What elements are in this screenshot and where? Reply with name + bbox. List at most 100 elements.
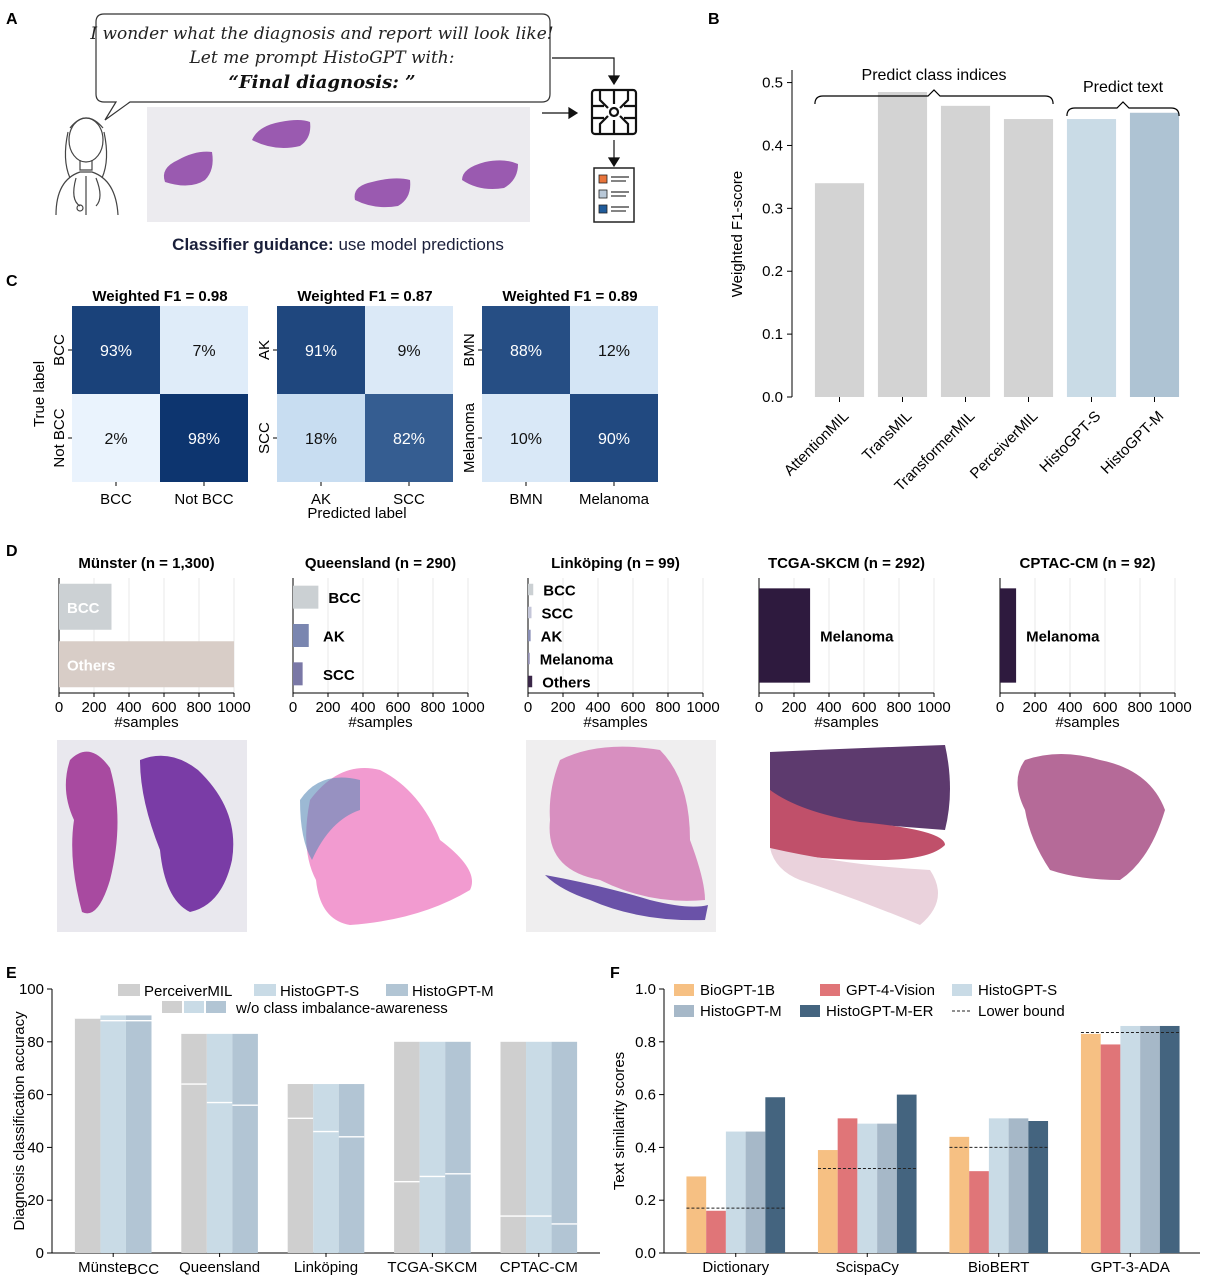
bar-histogpt-m	[1140, 1025, 1160, 1253]
heatmap-value: 82%	[393, 431, 425, 448]
heatmap-col-label: BMN	[509, 491, 542, 508]
panel-b-letter: B	[708, 11, 720, 28]
tissue-pieces	[163, 120, 518, 208]
panel-e-letter: E	[6, 965, 17, 982]
x-axis-label: #samples	[348, 714, 412, 731]
y-tick-label: 0.4	[762, 137, 783, 154]
y-tick-label: 0.4	[635, 1139, 656, 1156]
y-tick-label: 0.8	[635, 1034, 656, 1051]
report-icon	[593, 167, 635, 223]
y-axis-label: Diagnosis classification accuracy	[11, 1011, 28, 1231]
bar-melanoma	[1000, 588, 1017, 683]
heatmap-title-2: Weighted F1 = 0.89	[502, 288, 637, 305]
heatmap-cell	[570, 394, 658, 482]
y-tick-label: 20	[27, 1192, 44, 1209]
x-tick-label: BioBERT	[968, 1259, 1029, 1276]
heatmap-cell	[160, 306, 248, 394]
x-axis-label: #samples	[814, 714, 878, 731]
heatmap-cell	[72, 394, 160, 482]
heatmap-cell	[365, 394, 453, 482]
x-tick-label: 200	[81, 699, 106, 716]
legend-swatch	[952, 984, 972, 996]
legend-label-histogpt-m: HistoGPT-M	[700, 1003, 782, 1020]
legend-swatch-imbalance	[162, 1001, 182, 1013]
heatmap-col-label: BCC	[100, 491, 132, 508]
bar-perceivermil	[181, 1033, 207, 1253]
heatmap-col-label: Melanoma	[579, 491, 650, 508]
y-tick-label: 0.1	[762, 326, 783, 343]
bar-label: Others	[542, 675, 590, 692]
subchart-title-3: TCGA-SKCM (n = 292)	[768, 555, 925, 572]
bar-histogpt-m	[338, 1084, 365, 1253]
legend-label-histogpt-s: HistoGPT-S	[978, 982, 1057, 999]
heatmap-cell	[160, 394, 248, 482]
legend-swatch	[800, 1005, 820, 1017]
x-tick-label: 1000	[451, 699, 484, 716]
heatmap-row-label: Melanoma	[461, 402, 478, 473]
bar-bcc	[59, 583, 112, 630]
bar-label: SCC	[323, 667, 355, 684]
bar-histogpt-m	[232, 1033, 258, 1253]
bar-gpt-4-vision	[837, 1118, 858, 1253]
bar-histogpt-m	[445, 1041, 471, 1253]
x-tick-label: 0	[996, 699, 1004, 716]
heatmap-value: 93%	[100, 343, 132, 360]
heatmap-value: 88%	[510, 343, 542, 360]
bar-melanoma	[759, 588, 811, 683]
heatmap-cell	[482, 394, 570, 482]
bar-histogpt-s	[206, 1033, 233, 1253]
tissue-thumbnails	[57, 740, 1187, 932]
y-tick-label: 0.6	[635, 1087, 656, 1104]
panel-a-caption: Classifier guidance: use model predictio…	[172, 235, 504, 254]
legend-label-gpt-4-vision: GPT-4-Vision	[846, 982, 935, 999]
y-axis-label: Text similarity scores	[611, 1052, 628, 1190]
bar-histogpt-m	[551, 1041, 578, 1253]
x-tick-label: 600	[620, 699, 645, 716]
bar-histogpt-m	[877, 1123, 897, 1253]
bar-label: Melanoma	[820, 629, 894, 646]
bar-histogpt-m	[745, 1131, 766, 1253]
x-tick-label: 200	[781, 699, 806, 716]
speech-line-2: Let me prompt HistoGPT with:	[189, 48, 455, 68]
x-tick-label: 600	[151, 699, 176, 716]
bar-transmil	[877, 92, 928, 397]
x-tick-label: 1000	[917, 699, 950, 716]
bar-transformermil	[940, 105, 991, 397]
heatmap-value: 2%	[104, 431, 127, 448]
bracket-class-indices	[814, 89, 1054, 105]
heatmap-cell	[482, 306, 570, 394]
heatmap-col-label: SCC	[393, 491, 425, 508]
legend-label-lower-bound: Lower bound	[978, 1003, 1065, 1020]
bar-label: AK	[541, 629, 563, 646]
legend-swatch	[254, 984, 276, 996]
y-axis-label: Weighted F1-score	[729, 171, 746, 297]
x-tick-label: 400	[585, 699, 610, 716]
bar-label: BCC	[543, 583, 576, 600]
y-tick-label: 0	[36, 1245, 44, 1262]
panel-d-letter: D	[6, 543, 18, 560]
heatmap-cell	[365, 306, 453, 394]
x-tick-label: 400	[1057, 699, 1082, 716]
bar-label: Melanoma	[540, 652, 614, 669]
bar-histogpt-m	[1129, 112, 1180, 397]
bar-perceivermil	[287, 1084, 314, 1253]
bar-gpt-4-vision	[969, 1171, 989, 1253]
x-tick-label: 400	[116, 699, 141, 716]
speech-line-1: I wonder what the diagnosis and report w…	[89, 24, 553, 44]
bar-histogpt-s	[526, 1041, 552, 1253]
legend-swatch	[820, 984, 840, 996]
panel-f-letter: F	[610, 965, 620, 982]
heatmap-value: 7%	[192, 343, 215, 360]
x-tick-label: 800	[186, 699, 211, 716]
heatmap-value: 98%	[188, 431, 220, 448]
bar-biogpt-1b	[686, 1176, 707, 1253]
y-tick-label: 40	[27, 1139, 44, 1156]
panel-e: E 0 20 40 60 80 100 Diagnosis classification a…	[6, 965, 600, 1278]
legend-swatch	[118, 984, 140, 996]
x-tick-label: 800	[655, 699, 680, 716]
bar-others	[59, 641, 234, 688]
y-tick-label: 0.2	[635, 1192, 656, 1209]
legend-swatch-imbalance	[184, 1001, 204, 1013]
legend-label-histogpt-m: HistoGPT-M	[412, 983, 494, 1000]
